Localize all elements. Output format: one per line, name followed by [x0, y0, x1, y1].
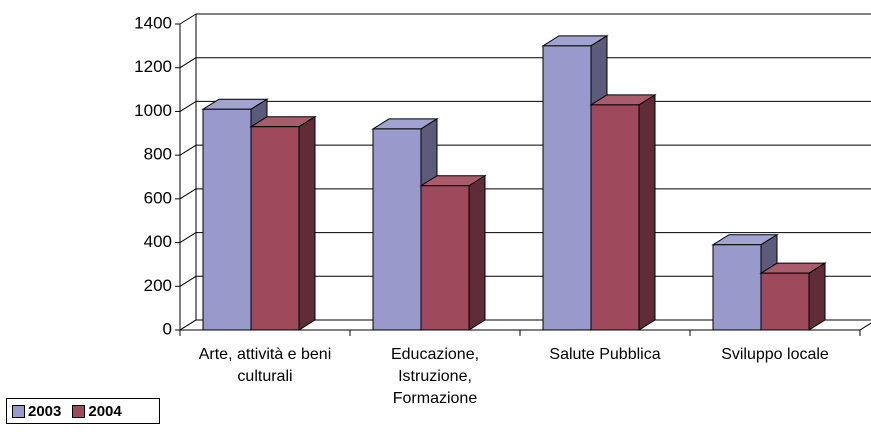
- y-tick-label: 1400: [134, 13, 172, 32]
- bar-front: [250, 126, 300, 331]
- y-tick-label: 1200: [134, 57, 172, 76]
- grid-line: [179, 275, 197, 287]
- bar-front: [712, 244, 762, 331]
- y-tick-label: 800: [144, 145, 172, 164]
- y-tick-label: 1000: [134, 101, 172, 120]
- grid-line: [179, 232, 197, 243]
- bar-front: [542, 45, 592, 331]
- x-tick-label: Arte, attività e beni culturali: [198, 346, 332, 385]
- bar-front: [202, 108, 252, 331]
- bar-side: [298, 115, 316, 331]
- grid-line: [179, 13, 197, 25]
- legend-label: 2003: [28, 402, 62, 420]
- bar-side: [808, 262, 826, 331]
- legend-item: 2003: [12, 403, 61, 420]
- x-tick-label: Salute Pubblica: [549, 346, 661, 363]
- bar: [249, 115, 317, 331]
- x-tick-label: Sviluppo locale: [721, 346, 829, 363]
- grid-line: [179, 101, 197, 112]
- x-tick-label: Educazione, Istruzione, Formazione: [390, 346, 480, 407]
- grid-line: [179, 57, 197, 69]
- y-tick-label: 400: [144, 232, 172, 251]
- bar: [419, 174, 487, 331]
- grid-line: [179, 319, 197, 331]
- bar-front: [590, 104, 640, 331]
- grid-line: [179, 188, 197, 200]
- bar-side: [638, 93, 656, 331]
- legend-label: 2004: [88, 402, 122, 420]
- bar-front: [760, 272, 810, 331]
- bar-front: [372, 128, 422, 331]
- grid-line: [179, 144, 197, 156]
- y-tick-label: 200: [144, 276, 172, 295]
- legend-swatch: [12, 404, 25, 418]
- legend-swatch: [72, 404, 86, 418]
- legend-item: 2004: [72, 402, 122, 420]
- y-tick-label: 600: [144, 188, 172, 207]
- bar: [759, 262, 827, 331]
- y-tick-label: 0: [163, 319, 172, 338]
- bar-side: [468, 174, 486, 331]
- bar-front: [420, 185, 470, 331]
- bar: [589, 93, 657, 331]
- legend: 2003 2004: [6, 398, 160, 424]
